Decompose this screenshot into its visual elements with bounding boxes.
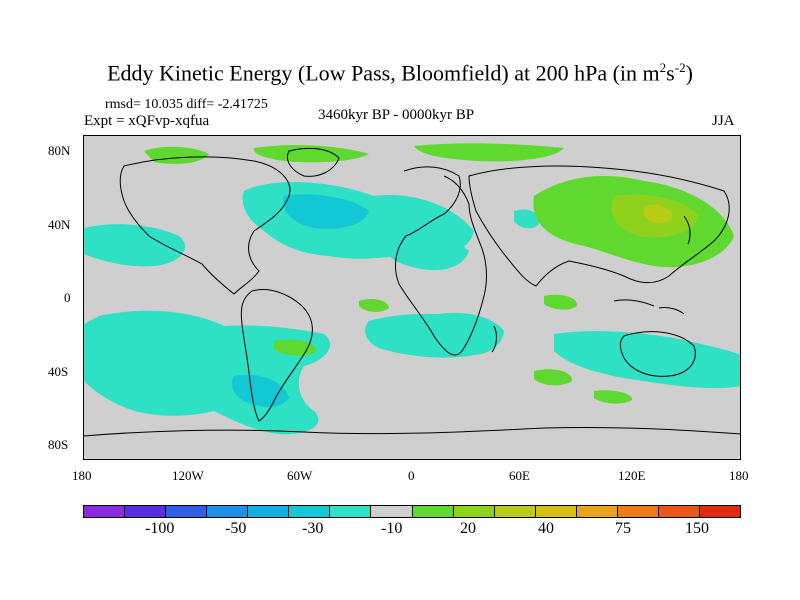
asia-coast: [468, 165, 730, 287]
period-label: 3460kyr BP - 0000kyr BP: [318, 107, 475, 123]
colorbar-swatch: [453, 506, 495, 517]
southern-ocean-green: [594, 390, 633, 404]
x-tick-label: 120E: [618, 468, 646, 483]
colorbar-swatch: [84, 506, 126, 517]
season-label: JJA: [712, 113, 735, 129]
x-tick-label: 120W: [172, 468, 204, 483]
asia-small-region: [514, 209, 540, 229]
colorbar-label: 40: [538, 520, 554, 537]
europe-africa-coast: [395, 166, 487, 356]
experiment-label: Expt = xQFvp-xqfua: [84, 113, 210, 129]
colorbar-label: 150: [685, 520, 709, 537]
colorbar-swatch: [494, 506, 536, 517]
colorbar-label: -50: [225, 520, 247, 537]
x-tick-label: 180: [729, 468, 749, 483]
colorbar: [83, 505, 741, 518]
colorbar-label: -100: [145, 520, 175, 537]
y-tick-label: 80S: [48, 437, 69, 452]
southern-africa-region: [429, 312, 504, 355]
colorbar-swatch: [371, 506, 413, 517]
y-tick-label: 80N: [48, 143, 71, 158]
y-tick-label: 40N: [48, 217, 71, 232]
atlantic-core: [283, 194, 369, 229]
mid-pacific-1: [359, 298, 389, 312]
stats-line: rmsd= 10.035 diff= -2.41725: [105, 97, 268, 112]
south-pacific-green: [534, 369, 573, 386]
japan-coast: [683, 215, 691, 245]
strong-positive-regions: [644, 204, 673, 224]
map-panel: [83, 135, 741, 460]
mid-pacific-2: [544, 294, 578, 310]
north-africa-region: [426, 225, 463, 255]
arctic-band-2: [253, 145, 369, 163]
colorbar-swatch: [576, 506, 618, 517]
colorbar-label: 20: [460, 520, 476, 537]
x-tick-label: 0: [408, 468, 415, 483]
colorbar-swatch: [412, 506, 454, 517]
antarctica-coast: [84, 426, 740, 437]
greenland-coast: [287, 147, 340, 177]
colorbar-label: -10: [381, 520, 403, 537]
south-america-coast: [240, 289, 313, 422]
map-svg: [84, 136, 740, 459]
title-text: Eddy Kinetic Energy (Low Pass, Bloomfiel…: [107, 60, 660, 86]
eurasia-arctic: [414, 143, 564, 162]
colorbar-swatch: [166, 506, 208, 517]
north-america-coast: [119, 156, 291, 295]
colorbar-swatch: [289, 506, 331, 517]
y-tick-label: 0: [64, 290, 71, 305]
x-tick-label: 60E: [509, 468, 530, 483]
x-tick-label: 180: [72, 468, 92, 483]
colorbar-label: 75: [615, 520, 631, 537]
x-tick-label: 60W: [287, 468, 313, 483]
title-exponent-2: -2: [674, 60, 686, 75]
indonesia-coast: [613, 299, 685, 315]
colorbar-swatch: [617, 506, 659, 517]
negative-anomaly-regions: [84, 181, 740, 435]
colorbar-swatch: [699, 506, 740, 517]
coastlines: [84, 147, 740, 437]
title-unit: s: [666, 60, 675, 86]
colorbar-swatch: [658, 506, 700, 517]
colorbar-swatch: [207, 506, 249, 517]
map-title: Eddy Kinetic Energy (Low Pass, Bloomfiel…: [0, 60, 800, 86]
title-close: ): [685, 60, 693, 86]
colorbar-swatch: [330, 506, 372, 517]
madagascar-coast: [491, 325, 497, 353]
colorbar-swatch: [248, 506, 290, 517]
colorbar-swatch: [125, 506, 167, 517]
colorbar-label: -30: [302, 520, 324, 537]
australia-coast: [619, 331, 696, 377]
north-pacific-region: [84, 224, 185, 267]
title-exponent-1: 2: [659, 60, 667, 75]
y-tick-label: 40S: [48, 364, 69, 379]
colorbar-swatch: [535, 506, 577, 517]
east-asia-peak: [644, 204, 673, 224]
